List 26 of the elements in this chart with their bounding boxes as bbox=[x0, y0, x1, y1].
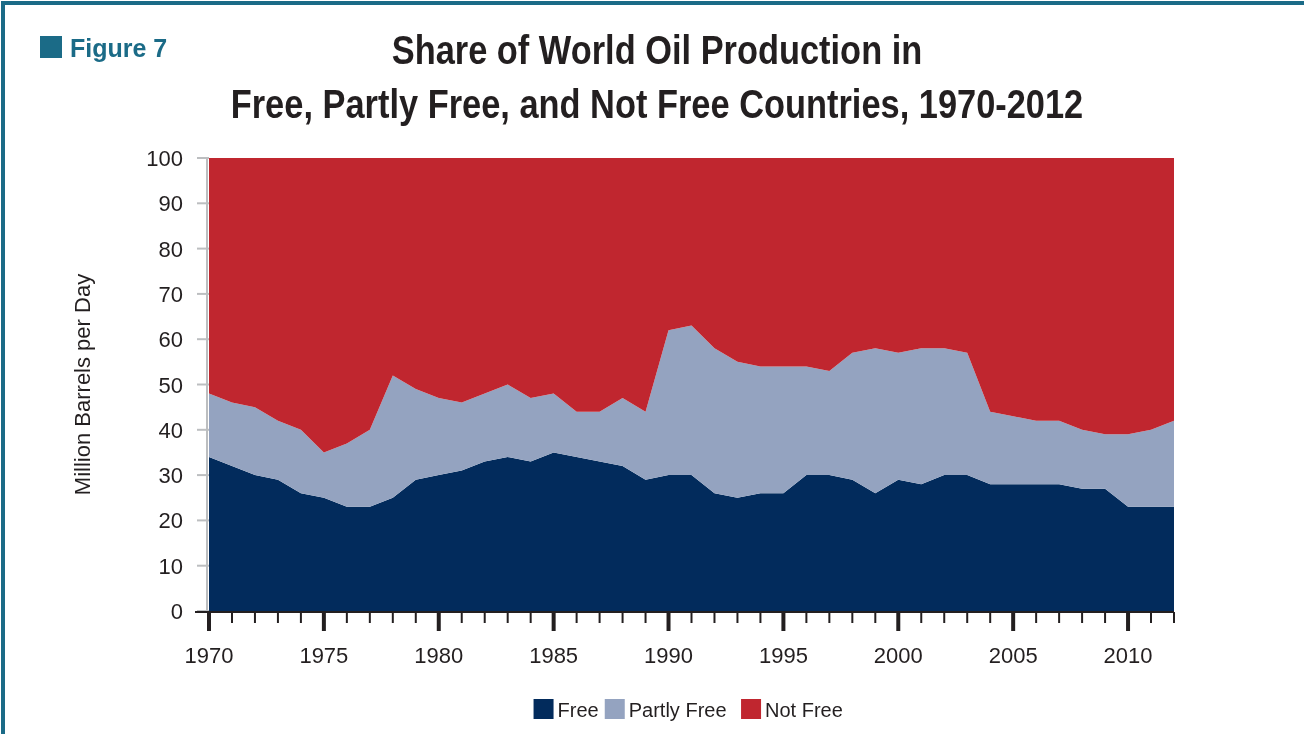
x-tick-label: 2000 bbox=[873, 643, 923, 668]
y-tick-label: 0 bbox=[170, 599, 183, 624]
x-tick-label: 1985 bbox=[529, 643, 579, 668]
y-tick-label: 90 bbox=[158, 191, 183, 217]
y-tick-label: 20 bbox=[158, 508, 183, 534]
y-tick-label: 50 bbox=[158, 372, 183, 398]
y-tick-label: 100 bbox=[146, 146, 183, 171]
y-tick-label: 70 bbox=[158, 281, 183, 307]
legend-label: Partly Free bbox=[628, 699, 727, 721]
x-tick-label: 2010 bbox=[1103, 643, 1153, 668]
x-tick-label: 1980 bbox=[414, 643, 464, 668]
chart-subtitle: Figure 7 bbox=[70, 34, 168, 62]
y-axis-title: Million Barrels per Day bbox=[70, 273, 95, 496]
legend-label: Not Free bbox=[765, 699, 843, 721]
y-tick-label: 40 bbox=[158, 417, 183, 443]
y-tick-label: 30 bbox=[158, 463, 183, 489]
x-tick-label: 1990 bbox=[644, 643, 693, 668]
x-tick-label: 1970 bbox=[184, 643, 234, 668]
x-tick-label: 2005 bbox=[988, 643, 1038, 668]
y-tick-label: 60 bbox=[158, 327, 183, 353]
y-tick-label: 10 bbox=[158, 553, 183, 579]
x-tick-label: 1975 bbox=[299, 643, 349, 668]
x-tick-label: 1995 bbox=[758, 643, 808, 668]
y-tick-label: 80 bbox=[158, 236, 183, 262]
legend-label: Free bbox=[557, 699, 599, 721]
chart-title: Share of World Oil Production in Free, Partly Free, and Not Free Countries, 1970-2012 bbox=[230, 27, 1084, 127]
